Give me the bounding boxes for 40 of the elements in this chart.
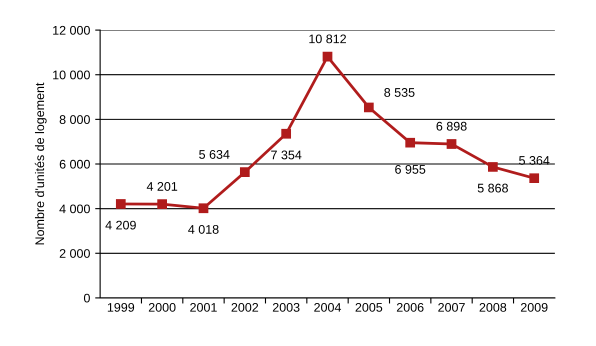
point: [364, 102, 374, 112]
x-tick-label: 2005: [356, 302, 382, 312]
point: [322, 52, 332, 62]
data-label: 5 634: [199, 150, 230, 159]
x-tick-label: 2008: [480, 302, 506, 312]
x-tick-label: 2003: [272, 302, 300, 312]
data-label: 4 201: [146, 182, 178, 191]
data-label: 8 535: [384, 88, 415, 97]
x-tick-label: 2006: [396, 302, 424, 312]
y-tick-label: 10 000: [53, 70, 90, 80]
x-tick-label: 2000: [148, 302, 176, 312]
y-axis-title: Nombre d'unités de logement: [34, 82, 47, 244]
point: [405, 138, 416, 148]
data-label: 4 209: [105, 220, 136, 230]
data-label: 6 898: [436, 122, 467, 131]
data-label: 5 868: [478, 184, 508, 193]
point: [446, 139, 456, 149]
point: [116, 199, 126, 209]
data-label: 4 018: [188, 224, 219, 234]
data-label: 6 955: [395, 164, 426, 174]
data-label: 10 812: [309, 34, 346, 44]
x-tick-label: 2004: [314, 302, 342, 312]
y-tick-label: 8 000: [60, 115, 90, 124]
y-tick-label: 4 000: [59, 204, 90, 214]
data-label: 7 354: [271, 150, 302, 160]
point: [529, 173, 540, 184]
y-tick-label: 12 000: [53, 26, 90, 35]
y-tick-label: 6 000: [60, 160, 90, 169]
point: [281, 128, 292, 139]
y-tick-label: 2 000: [60, 249, 90, 258]
x-tick-label: 1999: [108, 302, 134, 312]
point: [240, 167, 250, 178]
x-tick-label: 2007: [438, 302, 465, 312]
y-tick-label: 0: [84, 294, 90, 303]
x-tick-label: 2009: [520, 302, 548, 312]
point: [488, 162, 498, 172]
point: [157, 199, 167, 210]
x-tick-label: 2002: [232, 302, 258, 312]
x-tick-label: 2001: [190, 302, 217, 312]
point: [198, 203, 208, 214]
